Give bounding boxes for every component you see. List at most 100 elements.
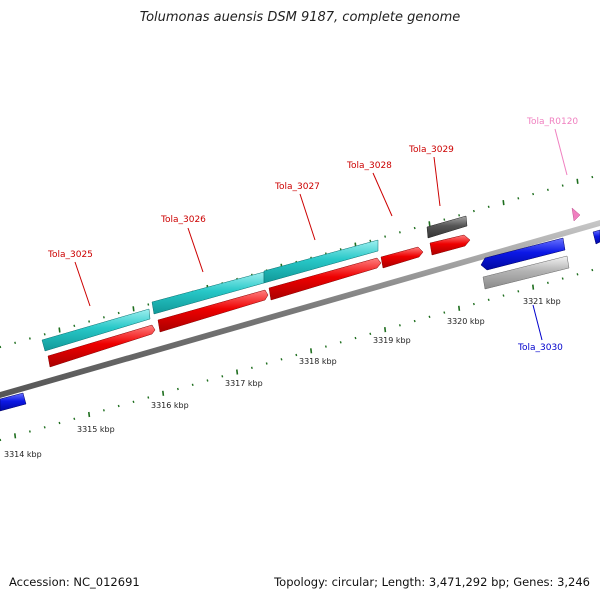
axis-label-3318: 3318 kbp xyxy=(299,357,337,366)
major-tick xyxy=(14,433,17,439)
minor-tick xyxy=(117,311,120,315)
minor-tick xyxy=(472,302,475,306)
minor-tick xyxy=(369,332,372,336)
gene-tola-3027-fwd[interactable] xyxy=(263,239,379,284)
major-tick xyxy=(310,348,313,354)
gene-left-edge-blue[interactable] xyxy=(0,392,27,412)
minor-tick xyxy=(28,337,31,340)
minor-tick xyxy=(0,438,2,442)
minor-tick xyxy=(369,239,372,243)
major-tick xyxy=(502,200,505,206)
major-tick xyxy=(132,306,135,312)
minor-tick xyxy=(191,383,194,387)
minor-tick xyxy=(88,320,91,323)
gene-tola-3026-rev[interactable] xyxy=(157,289,269,333)
minor-tick xyxy=(517,197,520,200)
minor-tick xyxy=(591,175,594,179)
minor-tick xyxy=(0,345,2,349)
minor-tick xyxy=(147,396,150,399)
minor-tick xyxy=(176,387,179,391)
minor-tick xyxy=(43,426,46,429)
gene-tola-3028[interactable] xyxy=(380,246,424,269)
label-tola-3028: Tola_3028 xyxy=(346,161,392,171)
gene-tola-3029-rev[interactable] xyxy=(429,234,471,256)
label-tola-3027: Tola_3027 xyxy=(274,182,320,192)
minor-tick xyxy=(546,188,549,192)
minor-tick xyxy=(132,400,135,404)
minor-tick xyxy=(147,303,150,306)
minor-tick xyxy=(43,333,46,336)
minor-tick xyxy=(428,315,431,319)
major-tick xyxy=(88,411,91,418)
accession-text: Accession: NC_012691 xyxy=(9,575,140,589)
major-tick xyxy=(58,327,61,333)
axis-label-3319: 3319 kbp xyxy=(373,336,411,345)
minor-tick xyxy=(102,409,105,412)
major-tick xyxy=(458,305,461,311)
minor-tick xyxy=(102,316,105,319)
minor-tick xyxy=(561,184,564,187)
leader-tola-3029 xyxy=(433,156,441,207)
minor-tick xyxy=(73,417,76,421)
minor-tick xyxy=(443,311,446,314)
minor-tick xyxy=(295,353,298,357)
minor-tick xyxy=(14,341,17,345)
gene-tola-3030-blue[interactable] xyxy=(480,237,566,271)
leader-tola-r0120 xyxy=(554,128,568,176)
minor-tick xyxy=(250,366,253,370)
gene-right-edge-blue[interactable] xyxy=(592,229,600,245)
minor-tick xyxy=(472,209,475,213)
gene-tola-3029-pseudo[interactable] xyxy=(426,215,468,239)
minor-tick xyxy=(458,214,461,217)
minor-tick xyxy=(561,277,564,280)
axis-label-3321: 3321 kbp xyxy=(523,297,561,306)
minor-tick xyxy=(546,281,549,285)
minor-tick xyxy=(517,290,520,293)
major-tick xyxy=(236,369,239,375)
minor-tick xyxy=(354,336,357,340)
minor-tick xyxy=(532,192,535,196)
axis-label-3315: 3315 kbp xyxy=(77,425,115,434)
minor-tick xyxy=(576,273,579,276)
minor-tick xyxy=(398,324,401,327)
minor-tick xyxy=(443,218,446,221)
minor-tick xyxy=(221,375,224,378)
gene-tola-3025-fwd[interactable] xyxy=(41,308,151,352)
minor-tick xyxy=(413,319,416,323)
label-tola-3025: Tola_3025 xyxy=(47,250,93,260)
minor-tick xyxy=(265,362,268,365)
major-tick xyxy=(384,327,387,333)
label-tola-3026: Tola_3026 xyxy=(160,215,206,225)
label-tola-3029: Tola_3029 xyxy=(408,145,454,155)
minor-tick xyxy=(28,430,31,433)
major-tick xyxy=(428,221,431,227)
minor-tick xyxy=(591,268,594,272)
minor-tick xyxy=(384,235,387,238)
axis-label-3314: 3314 kbp xyxy=(4,450,42,459)
major-tick xyxy=(532,284,535,290)
axis-label-3316: 3316 kbp xyxy=(151,401,189,410)
inner-tick-ring xyxy=(0,268,594,442)
minor-tick xyxy=(413,226,416,230)
minor-tick xyxy=(280,358,283,361)
leader-tola-3026 xyxy=(187,227,204,273)
minor-tick xyxy=(487,205,490,209)
minor-tick xyxy=(398,231,401,234)
major-tick xyxy=(162,390,165,396)
leader-tola-3030 xyxy=(532,304,543,341)
minor-tick xyxy=(487,298,490,302)
gene-tola-3025-rev[interactable] xyxy=(47,324,156,368)
minor-tick xyxy=(73,324,76,328)
gene-tola-3030-gray[interactable] xyxy=(482,255,570,290)
genome-backbone xyxy=(0,220,600,398)
map-title: Tolumonas auensis DSM 9187, complete gen… xyxy=(139,10,461,25)
axis-label-3317: 3317 kbp xyxy=(225,379,263,388)
trna-tola-r0120[interactable] xyxy=(571,207,581,222)
leader-tola-3027 xyxy=(299,193,316,241)
gene-tola-3027-rev[interactable] xyxy=(268,257,382,301)
minor-tick xyxy=(339,341,342,344)
major-tick xyxy=(576,178,579,184)
label-tola-3030: Tola_3030 xyxy=(517,343,563,353)
axis-label-3320: 3320 kbp xyxy=(447,317,485,326)
